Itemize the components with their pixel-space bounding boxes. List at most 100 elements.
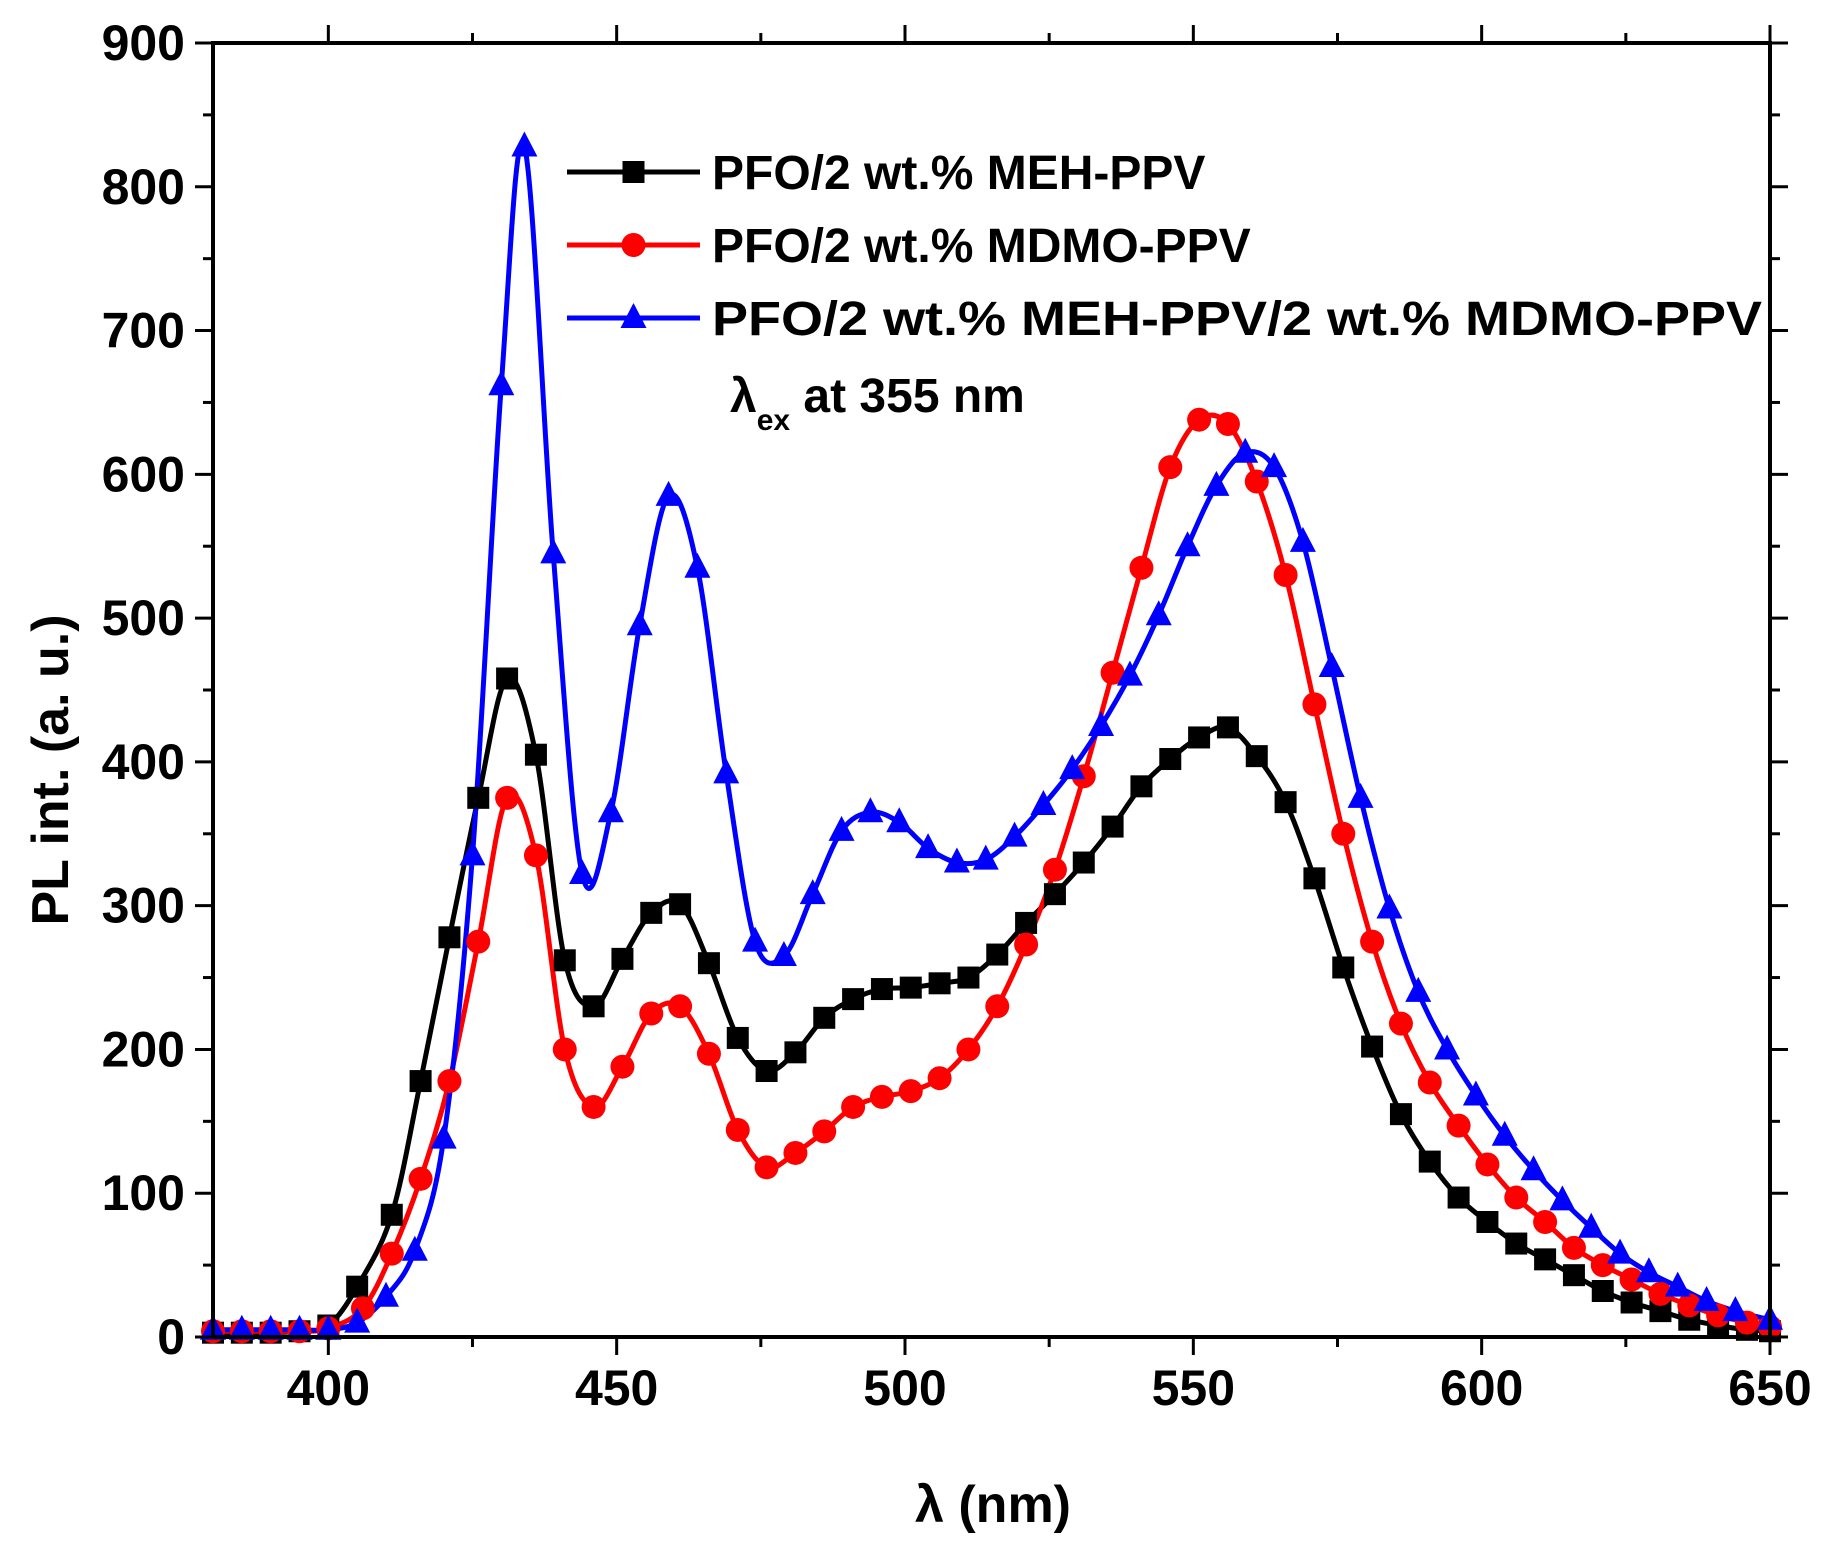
data-point-meh-mdmo-ppv [257,1314,284,1340]
data-point-meh-ppv [1591,1279,1614,1302]
data-point-meh-mdmo-ppv [943,847,970,873]
data-point-meh-mdmo-ppv [286,1314,313,1340]
x-tick-label: 450 [575,1360,658,1416]
data-point-meh-ppv [1562,1264,1585,1287]
data-point-mdmo-ppv [466,929,491,954]
legend: PFO/2 wt.% MEH-PPV PFO/2 wt.% MDMO-PPV PFO… [567,147,1762,346]
data-point-meh-mdmo-ppv [1434,1034,1461,1060]
data-point-mdmo-ppv [437,1069,462,1094]
data-point-meh-mdmo-ppv [1722,1296,1749,1322]
data-point-mdmo-ppv [1302,692,1327,717]
data-point-meh-ppv [1649,1300,1672,1323]
data-point-mdmo-ppv [639,1001,664,1026]
data-point-meh-ppv [697,952,720,975]
data-point-meh-mdmo-ppv [684,552,711,578]
data-point-mdmo-ppv [1331,821,1356,846]
data-point-meh-mdmo-ppv [655,480,682,506]
data-point-mdmo-ppv [581,1094,606,1119]
y-tick-label: 600 [102,446,185,502]
annotation-subscript: ex [757,404,791,437]
data-point-meh-mdmo-ppv [430,1123,457,1149]
data-point-meh-ppv [553,949,576,972]
data-point-mdmo-ppv [1187,407,1212,432]
y-tick-label: 400 [102,734,185,790]
data-point-meh-mdmo-ppv [1405,976,1432,1002]
data-point-meh-ppv [1620,1291,1643,1314]
data-point-mdmo-ppv [1417,1070,1442,1095]
data-point-meh-mdmo-ppv [1001,821,1028,847]
data-point-meh-ppv [1015,911,1038,934]
series-markers [200,131,1783,1344]
data-point-mdmo-ppv [1533,1209,1558,1234]
data-point-meh-mdmo-ppv [1549,1185,1576,1211]
data-point-meh-mdmo-ppv [1088,710,1115,736]
data-point-meh-ppv [438,926,461,949]
data-point-mdmo-ppv [379,1241,404,1266]
data-point-meh-ppv [1303,867,1326,890]
data-point-meh-ppv [755,1060,778,1083]
data-point-mdmo-ppv [812,1119,837,1144]
data-point-meh-ppv [1072,851,1095,874]
y-tick-label: 800 [102,159,185,215]
data-point-meh-mdmo-ppv [1289,526,1316,552]
legend-marker-meh-mdmo-ppv [620,303,647,328]
data-point-meh-mdmo-ppv [488,370,515,396]
data-point-meh-ppv [524,743,547,766]
data-point-mdmo-ppv [1158,455,1183,480]
data-point-meh-mdmo-ppv [1030,790,1057,816]
data-point-meh-mdmo-ppv [915,833,942,859]
data-point-mdmo-ppv [1360,929,1385,954]
y-tick-label: 700 [102,303,185,359]
legend-label-meh-ppv: PFO/2 wt.% MEH-PPV [712,147,1205,200]
data-point-meh-mdmo-ppv [770,940,797,966]
data-point-meh-ppv [1418,1150,1441,1173]
data-point-meh-mdmo-ppv [886,807,913,833]
legend-label-mdmo-ppv: PFO/2 wt.% MDMO-PPV [712,220,1251,273]
series-markers-mdmo-ppv [201,407,1782,1344]
data-point-mdmo-ppv [1475,1152,1500,1177]
data-point-meh-ppv [1216,716,1239,739]
data-point-meh-ppv [611,947,634,970]
data-point-meh-ppv [1447,1186,1470,1209]
data-point-mdmo-ppv [1446,1113,1471,1138]
data-point-mdmo-ppv [1042,857,1067,882]
data-point-mdmo-ppv [725,1117,750,1142]
data-point-meh-mdmo-ppv [1376,893,1403,919]
data-point-meh-ppv [1476,1210,1499,1233]
data-point-mdmo-ppv [1648,1281,1673,1306]
data-point-mdmo-ppv [1100,660,1125,685]
data-point-mdmo-ppv [408,1166,433,1191]
data-point-meh-mdmo-ppv [1261,452,1288,478]
data-point-meh-mdmo-ppv [857,797,884,823]
data-point-meh-ppv [1101,815,1124,838]
data-point-meh-ppv [1534,1248,1557,1271]
data-point-meh-ppv [726,1026,749,1049]
data-point-mdmo-ppv [1014,932,1039,957]
data-point-meh-mdmo-ppv [1174,531,1201,557]
data-point-meh-ppv [1389,1103,1412,1126]
data-point-mdmo-ppv [985,994,1010,1019]
data-point-meh-mdmo-ppv [713,758,740,784]
y-tick-label: 100 [102,1165,185,1221]
x-tick-labels: 400 450 500 550 600 650 [287,1360,1812,1416]
data-point-meh-ppv [1245,745,1268,768]
data-point-meh-mdmo-ppv [1520,1155,1547,1181]
data-point-meh-ppv [1505,1232,1528,1255]
data-point-meh-mdmo-ppv [742,926,769,952]
data-point-meh-mdmo-ppv [799,879,826,905]
data-point-mdmo-ppv [1619,1267,1644,1292]
data-point-mdmo-ppv [1388,1011,1413,1036]
data-point-mdmo-ppv [523,843,548,868]
data-point-meh-ppv [899,976,922,999]
data-point-meh-mdmo-ppv [972,844,999,870]
data-point-mdmo-ppv [1677,1293,1702,1318]
data-point-meh-ppv [870,978,893,1001]
data-point-mdmo-ppv [668,994,693,1019]
data-point-meh-ppv [1130,775,1153,798]
y-tick-label: 200 [102,1021,185,1077]
data-point-meh-mdmo-ppv [1145,600,1172,626]
data-point-mdmo-ppv [927,1066,952,1091]
data-point-mdmo-ppv [1590,1253,1615,1278]
data-point-meh-mdmo-ppv [1693,1286,1720,1312]
